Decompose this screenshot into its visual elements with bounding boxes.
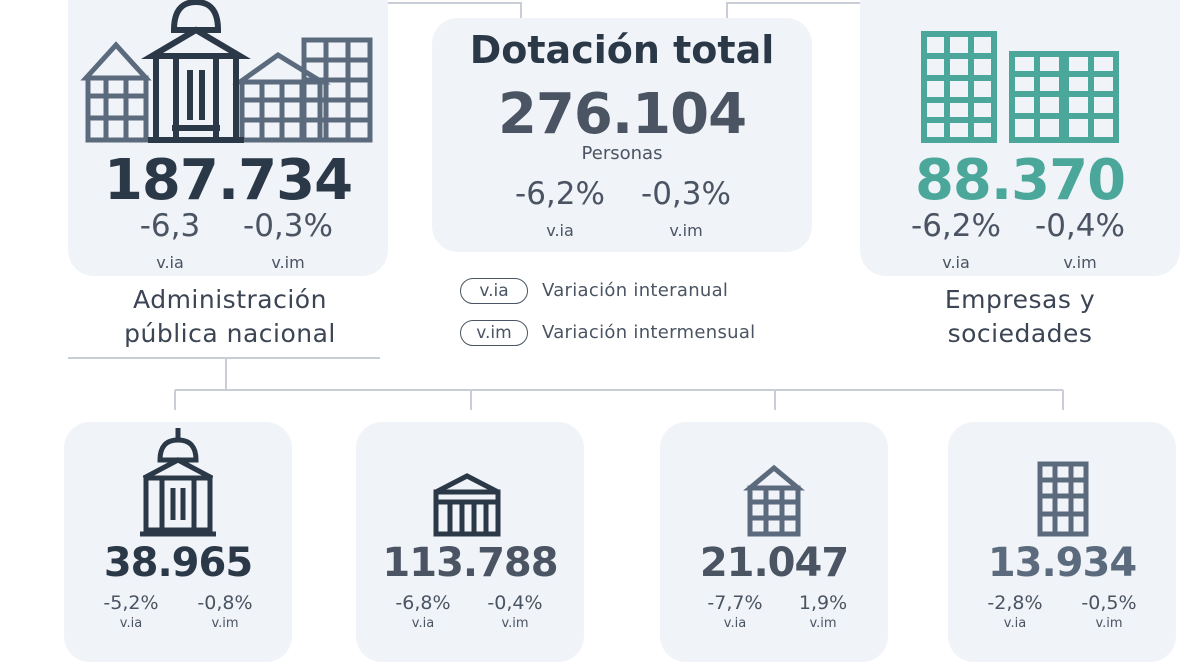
apn-label: Administración pública nacional	[60, 283, 400, 351]
empresas-label-line2: sociedades	[947, 319, 1093, 348]
total-card	[432, 18, 812, 252]
empresas-label-line1: Empresas y	[944, 285, 1096, 314]
sub-card-1-value: 38.965	[103, 540, 253, 586]
government-buildings-icon	[80, 0, 373, 143]
legend-vim-pill: v.im	[460, 320, 528, 346]
gabled-building-icon	[743, 464, 805, 537]
sub-card-1-via: -5,2%	[103, 592, 159, 614]
apn-value: 187.734	[103, 148, 353, 213]
legend-vim-text: Variación intermensual	[542, 322, 756, 343]
sub-card-3-via: -7,7%	[707, 592, 763, 614]
total-value: 276.104	[497, 82, 747, 147]
total-via-label: v.ia	[546, 221, 574, 240]
total-via: -6,2%	[515, 176, 605, 212]
sub-card-3-via-label: v.ia	[723, 616, 747, 631]
apn-vim: -0,3%	[243, 208, 333, 244]
office-buildings-icon	[921, 31, 1119, 143]
sub-card-2-via-label: v.ia	[411, 616, 435, 631]
apn-label-line1: Administración	[133, 285, 327, 314]
sub-card-3	[660, 422, 888, 662]
sub-card-2-vim: -0,4%	[487, 592, 543, 614]
sub-card-2-via: -6,8%	[395, 592, 451, 614]
sub-card-4-via-label: v.ia	[1003, 616, 1027, 631]
total-title: Dotación total	[469, 28, 775, 72]
total-vim-label: v.im	[669, 221, 703, 240]
empresas-label: Empresas y sociedades	[850, 283, 1190, 351]
sub-card-2	[356, 422, 584, 662]
domed-building-icon	[140, 428, 216, 537]
empresas-via-label: v.ia	[942, 253, 970, 272]
empresas-vim: -0,4%	[1035, 208, 1125, 244]
sub-card-2-vim-label: v.im	[501, 616, 529, 631]
apn-via: -6,3	[139, 208, 201, 244]
connector-lines	[68, 2, 1064, 410]
apn-label-line2: pública nacional	[124, 319, 336, 348]
apn-via-label: v.ia	[156, 253, 184, 272]
sub-card-4-via: -2,8%	[987, 592, 1043, 614]
sub-card-4-value: 13.934	[987, 540, 1137, 586]
empresas-vim-label: v.im	[1063, 253, 1097, 272]
sub-card-3-vim-label: v.im	[809, 616, 837, 631]
total-unit: Personas	[581, 143, 663, 164]
sub-card-4-vim: -0,5%	[1081, 592, 1137, 614]
legend-via-pill: v.ia	[460, 278, 528, 304]
sub-card-3-value: 21.047	[699, 540, 849, 586]
empresas-via: -6,2%	[911, 208, 1001, 244]
tower-building-icon	[1037, 461, 1089, 537]
sub-card-1-via-label: v.ia	[119, 616, 143, 631]
sub-card-3-vim: 1,9%	[798, 592, 848, 614]
sub-card-1-vim: -0,8%	[197, 592, 253, 614]
sub-card-1-vim-label: v.im	[211, 616, 239, 631]
legend-via-text: Variación interanual	[542, 280, 729, 301]
sub-card-4-vim-label: v.im	[1095, 616, 1123, 631]
columned-building-icon	[433, 473, 501, 537]
total-vim: -0,3%	[641, 176, 731, 212]
apn-vim-label: v.im	[271, 253, 305, 272]
sub-card-2-value: 113.788	[382, 540, 558, 586]
empresas-value: 88.370	[914, 148, 1126, 213]
